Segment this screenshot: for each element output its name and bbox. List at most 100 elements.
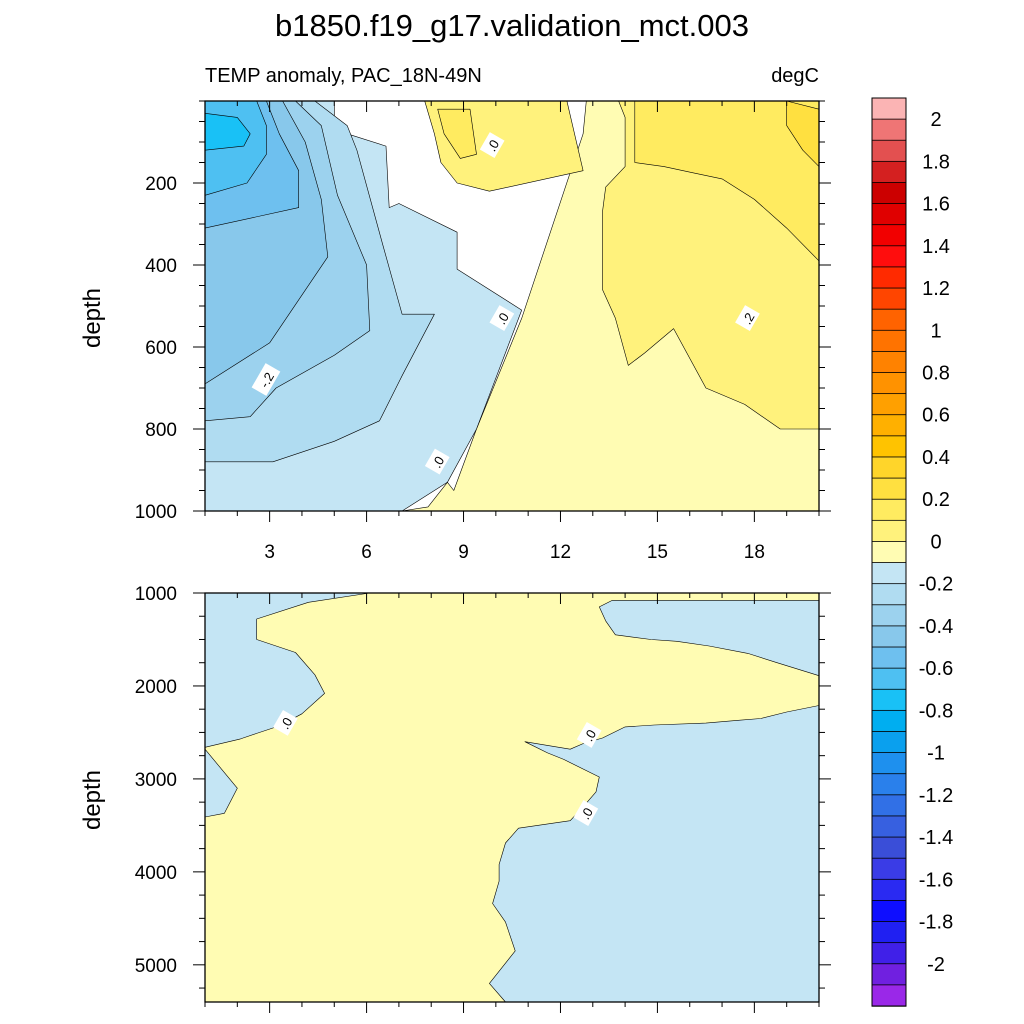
colorbar-box: [871, 921, 907, 944]
x-tick-label: 12: [550, 542, 571, 563]
upper-ylabel: depth: [79, 288, 106, 348]
colorbar-label: 0.2: [922, 489, 950, 511]
x-tick-label: 6: [361, 542, 372, 563]
contour-label: .2: [735, 305, 760, 331]
contour-label: .0: [489, 305, 515, 331]
y-tick-label: 1000: [135, 502, 177, 523]
colorbar-box: [871, 435, 907, 458]
colorbar-label: 2: [930, 109, 941, 131]
lower-axis-ticks: 1000 2000 3000 4000 5000: [135, 584, 831, 1013]
y-tick-label: 1000: [135, 584, 177, 605]
colorbar-box: [871, 942, 907, 965]
colorbar-label: 1.2: [922, 278, 950, 300]
x-tick-label: 15: [647, 542, 668, 563]
contour-region: [598, 600, 820, 677]
lower-ylabel: depth: [79, 770, 106, 830]
y-tick-label: 200: [145, 174, 177, 195]
colorbar-label: 0.8: [922, 363, 950, 385]
upper-axis-ticks: 3 6 9 12 15 18 200 400 600 800 1000: [135, 100, 831, 563]
colorbar-label: -1.4: [919, 827, 953, 849]
subtitle-right: degC: [771, 65, 819, 87]
colorbar-box: [871, 752, 907, 775]
contour-region: [489, 705, 820, 1003]
y-tick-label: 4000: [135, 863, 177, 884]
colorbar-label: -0.4: [919, 616, 953, 638]
colorbar-label: 1: [930, 320, 941, 342]
colorbar-box: [871, 160, 907, 184]
x-tick-label: 18: [744, 542, 765, 563]
colorbar-box: [871, 203, 907, 226]
colorbar-box: [871, 625, 907, 648]
upper-panel: -.2 .0 .0 .0 .2 3 6 9 12 15 18 200 400 600 800 1000 de…: [79, 100, 831, 563]
contour-label: .0: [576, 722, 602, 748]
colorbar-label: -1.6: [919, 869, 953, 891]
contour-region: [204, 592, 371, 748]
colorbar-label: 0: [930, 531, 941, 553]
colorbar-box: [871, 731, 907, 754]
x-tick-label: 9: [458, 542, 469, 563]
colorbar-box: [871, 646, 907, 669]
main-title: b1850.f19_g17.validation_mct.003: [275, 8, 749, 43]
colorbar-label: -0.8: [919, 700, 953, 722]
upper-contour-labels: -.2 .0 .0 .0 .2: [251, 132, 760, 475]
contour-region: [437, 108, 477, 159]
colorbar-box: [871, 372, 907, 395]
colorbar-box: [871, 118, 907, 141]
colorbar-box: [871, 773, 907, 796]
colorbar-box: [871, 836, 907, 859]
contour-label: .0: [424, 448, 450, 475]
colorbar-box: [871, 414, 907, 437]
colorbar-box: [871, 498, 907, 522]
y-tick-label: 800: [145, 420, 177, 441]
colorbar-label: 0.4: [922, 447, 950, 469]
colorbar-label: -1.8: [919, 912, 953, 934]
contour-label: -.2: [251, 363, 281, 396]
colorbar-box: [871, 266, 907, 289]
colorbar-box: [871, 878, 907, 902]
colorbar-box: [871, 245, 907, 268]
y-tick-label: 2000: [135, 677, 177, 698]
y-tick-label: 3000: [135, 770, 177, 791]
colorbar-box: [871, 667, 907, 690]
colorbar-box: [871, 139, 907, 163]
colorbar-box: [871, 815, 907, 838]
colorbar-box: [871, 477, 907, 500]
colorbar-box: [871, 182, 907, 205]
contour-label: .0: [479, 132, 505, 158]
contour-label-text: -.2: [257, 370, 278, 391]
contour-label: .0: [573, 800, 599, 826]
colorbar-box: [871, 224, 907, 247]
colorbar-label: -1.2: [919, 785, 953, 807]
colorbar: 2 1.8 1.6 1.4 1.2 1 0.8 0.6 0.4 0.2 0 -0.2 -0.4 -0.6 -…: [871, 97, 953, 1007]
subtitle-left: TEMP anomaly, PAC_18N-49N: [205, 65, 482, 87]
colorbar-box: [871, 308, 907, 331]
lower-plot-frame: [204, 592, 820, 1003]
colorbar-label: -2: [927, 954, 945, 976]
colorbar-box: [871, 604, 907, 627]
y-tick-label: 600: [145, 338, 177, 359]
lower-contour-labels: .0 .0 .0: [273, 709, 602, 826]
colorbar-box: [871, 583, 907, 606]
colorbar-box: [871, 963, 907, 986]
colorbar-box: [871, 984, 907, 1007]
lower-contour-fills: [204, 592, 820, 1003]
colorbar-box: [871, 393, 907, 416]
colorbar-label: 1.8: [922, 151, 950, 173]
colorbar-box: [871, 97, 907, 120]
colorbar-box: [871, 519, 907, 543]
y-tick-label: 5000: [135, 956, 177, 977]
upper-contour-fills: [204, 100, 820, 512]
colorbar-box: [871, 688, 907, 712]
colorbar-box: [871, 900, 907, 923]
colorbar-label: -1: [927, 743, 945, 765]
colorbar-frame: [871, 97, 907, 1007]
colorbar-box: [871, 329, 907, 353]
y-tick-label: 400: [145, 256, 177, 277]
colorbar-label: 1.4: [922, 236, 950, 258]
contour-label: .0: [273, 709, 298, 736]
colorbar-box: [871, 541, 907, 564]
colorbar-box: [871, 287, 907, 310]
colorbar-box: [871, 350, 907, 374]
colorbar-box: [871, 562, 907, 585]
